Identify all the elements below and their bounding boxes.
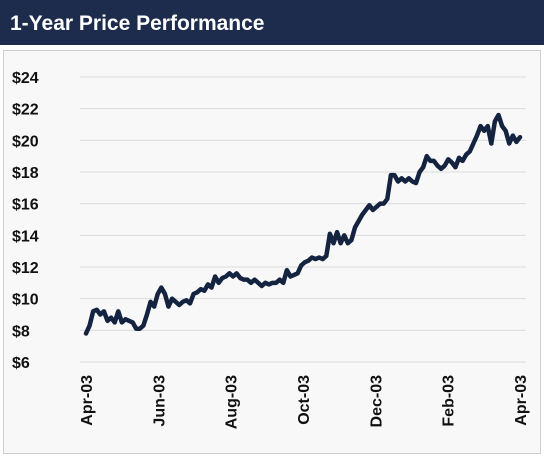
y-tick-label: $16 xyxy=(12,197,39,214)
y-tick-label: $14 xyxy=(12,228,39,245)
y-tick-label: $24 xyxy=(12,70,39,87)
x-tick-label: Dec-03 xyxy=(368,375,385,428)
y-tick-label: $8 xyxy=(12,323,30,340)
chart-title: 1-Year Price Performance xyxy=(10,12,264,35)
y-tick-label: $12 xyxy=(12,260,39,277)
header-bar xyxy=(0,0,544,45)
x-tick-label: Oct-03 xyxy=(296,375,313,425)
price-line xyxy=(83,112,523,336)
marks xyxy=(83,112,523,336)
x-tick-label: Jun-03 xyxy=(151,375,168,427)
x-tick-label: Feb-03 xyxy=(441,375,458,427)
y-tick-label: $18 xyxy=(12,165,39,182)
y-tick-label: $22 xyxy=(12,102,39,119)
y-tick-label: $6 xyxy=(12,355,30,372)
grid: $6 $8 $10 $12 $14 $16 $18 $20 $22 $24 Apr-03 Jun-03… xyxy=(12,70,530,429)
x-tick-label: Apr-03 xyxy=(513,375,530,426)
y-tick-label: $20 xyxy=(12,133,39,150)
x-tick-label: Apr-03 xyxy=(79,375,96,426)
x-tick-label: Aug-03 xyxy=(224,375,241,429)
y-tick-label: $10 xyxy=(12,292,39,309)
plot-panel xyxy=(3,50,541,454)
